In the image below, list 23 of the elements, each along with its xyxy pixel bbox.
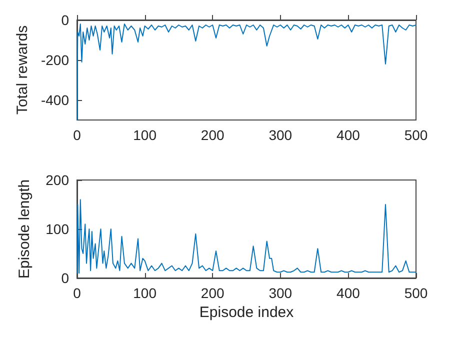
x-tick-label: 300 [268,127,292,143]
x-axis-title: Episode index [199,304,294,321]
x-tick-label: 500 [404,127,428,143]
x-tick-label: 100 [133,127,157,143]
x-tick-label: 0 [73,127,82,143]
x-tick-label: 200 [200,285,224,301]
y-tick-label: -400 [40,92,70,108]
x-tick-label: 200 [200,127,224,143]
x-tick-label: 400 [336,127,360,143]
line-series [76,199,416,274]
x-tick-label: 0 [73,285,82,301]
y-axis-title: Total rewards [14,25,32,115]
x-tick-label: 400 [336,285,360,301]
x-tick-label: 100 [133,285,157,301]
y-tick-label: 0 [61,12,70,28]
x-tick-label: 500 [404,285,428,301]
y-tick-label: 100 [46,221,70,237]
x-tick-label: 300 [268,285,292,301]
y-tick-label: 200 [46,172,70,188]
y-axis-title: Episode length [16,179,33,279]
y-tick-label: -200 [40,52,70,68]
y-tick-label: 0 [61,270,70,286]
line-series [76,24,416,120]
